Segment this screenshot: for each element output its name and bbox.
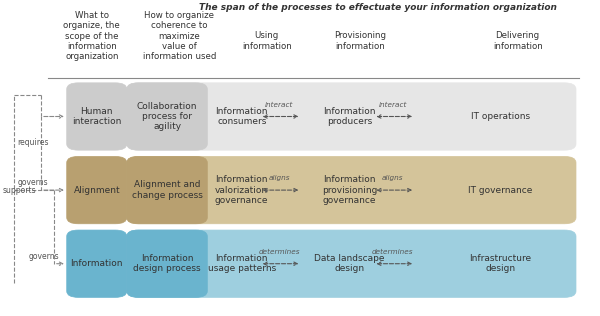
- Text: supports: supports: [2, 185, 36, 195]
- Text: The span of the processes to effectuate your information organization: The span of the processes to effectuate …: [199, 3, 557, 12]
- Text: governs: governs: [29, 252, 59, 261]
- Text: IT governance: IT governance: [468, 185, 532, 195]
- Text: interact: interact: [379, 102, 407, 108]
- FancyBboxPatch shape: [127, 230, 208, 297]
- FancyBboxPatch shape: [127, 156, 576, 224]
- Text: Information
design process: Information design process: [133, 254, 201, 273]
- Text: Using
information: Using information: [242, 31, 292, 51]
- FancyBboxPatch shape: [67, 230, 127, 297]
- Text: Information
producers: Information producers: [323, 107, 376, 126]
- Text: Collaboration
process for
agility: Collaboration process for agility: [137, 102, 197, 131]
- FancyBboxPatch shape: [127, 156, 208, 224]
- Text: interact: interact: [265, 102, 293, 108]
- FancyBboxPatch shape: [67, 83, 127, 150]
- Text: Delivering
information: Delivering information: [493, 31, 542, 51]
- Text: governs: governs: [17, 178, 48, 187]
- Text: What to
organize, the
scope of the
information
organization: What to organize, the scope of the infor…: [64, 11, 120, 61]
- Text: Alignment and
change process: Alignment and change process: [131, 180, 203, 200]
- Text: How to organize
coherence to
maximize
value of
information used: How to organize coherence to maximize va…: [143, 11, 216, 61]
- Text: aligns: aligns: [268, 175, 290, 181]
- FancyBboxPatch shape: [127, 83, 208, 150]
- FancyBboxPatch shape: [127, 230, 576, 297]
- FancyBboxPatch shape: [127, 83, 576, 150]
- Text: Infrastructure
design: Infrastructure design: [469, 254, 531, 273]
- Text: determines: determines: [372, 249, 413, 255]
- Text: Information: Information: [71, 259, 123, 268]
- Text: requires: requires: [17, 138, 49, 147]
- Text: determines: determines: [259, 249, 300, 255]
- Text: Human
interaction: Human interaction: [72, 107, 121, 126]
- FancyBboxPatch shape: [67, 156, 127, 224]
- Text: Information
usage patterns: Information usage patterns: [208, 254, 276, 273]
- Text: IT operations: IT operations: [470, 112, 530, 121]
- Text: Alignment: Alignment: [73, 185, 120, 195]
- Text: Information
valorization
governance: Information valorization governance: [215, 175, 268, 205]
- Text: Data landscape
design: Data landscape design: [314, 254, 385, 273]
- Text: aligns: aligns: [382, 175, 404, 181]
- Text: Information
consumers: Information consumers: [215, 107, 268, 126]
- Text: Information
provisioning
governance: Information provisioning governance: [322, 175, 377, 205]
- Text: Provisioning
information: Provisioning information: [334, 31, 386, 51]
